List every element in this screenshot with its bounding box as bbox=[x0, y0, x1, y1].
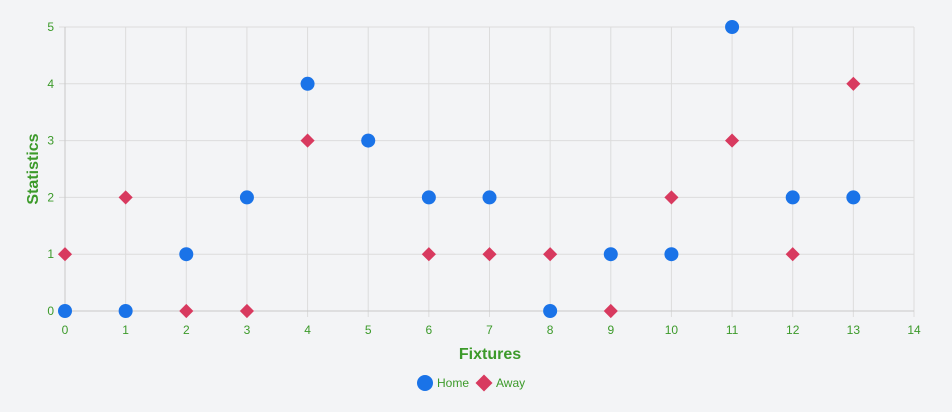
away-point[interactable] bbox=[118, 190, 133, 205]
legend-away-swatch bbox=[475, 374, 493, 392]
data-marks bbox=[57, 20, 861, 319]
x-tick-labels: 0 1 2 3 4 5 6 7 8 9 10 11 12 13 14 bbox=[62, 323, 921, 337]
x-tick-label: 1 bbox=[122, 323, 129, 337]
x-tick-label: 0 bbox=[62, 323, 69, 337]
legend-home-label: Home bbox=[437, 376, 469, 390]
y-tick-label: 3 bbox=[47, 134, 54, 148]
away-point[interactable] bbox=[846, 76, 861, 91]
y-tick-label: 2 bbox=[47, 190, 54, 204]
y-tick-label: 4 bbox=[47, 77, 54, 91]
x-tick-label: 7 bbox=[486, 323, 493, 337]
away-point[interactable] bbox=[482, 247, 497, 262]
x-tick-label: 12 bbox=[786, 323, 800, 337]
away-point[interactable] bbox=[179, 303, 194, 319]
x-tick-label: 14 bbox=[907, 323, 921, 337]
home-point[interactable] bbox=[543, 304, 558, 318]
away-point[interactable] bbox=[57, 247, 73, 262]
home-point[interactable] bbox=[664, 247, 679, 262]
away-point[interactable] bbox=[664, 190, 679, 205]
legend-item-home[interactable]: Home bbox=[417, 375, 469, 391]
y-tick-labels: 0 1 2 3 4 5 bbox=[47, 20, 54, 318]
grid bbox=[59, 26, 915, 317]
home-point[interactable] bbox=[482, 190, 497, 205]
away-point[interactable] bbox=[239, 303, 254, 319]
x-tick-label: 5 bbox=[365, 323, 372, 337]
home-point[interactable] bbox=[239, 190, 254, 205]
axes bbox=[64, 27, 914, 312]
y-tick-label: 1 bbox=[47, 247, 54, 261]
y-tick-label: 0 bbox=[47, 304, 54, 318]
x-tick-label: 9 bbox=[607, 323, 614, 337]
legend-away-label: Away bbox=[496, 376, 525, 390]
x-axis-title: Fixtures bbox=[459, 346, 521, 363]
legend: Home Away bbox=[417, 374, 526, 392]
x-tick-label: 3 bbox=[244, 323, 251, 337]
home-point[interactable] bbox=[179, 247, 194, 262]
home-point[interactable] bbox=[300, 76, 315, 91]
x-tick-label: 8 bbox=[547, 323, 554, 337]
x-tick-label: 4 bbox=[304, 323, 311, 337]
away-point[interactable] bbox=[725, 133, 740, 148]
x-tick-label: 10 bbox=[665, 323, 679, 337]
home-point[interactable] bbox=[421, 190, 436, 205]
away-point[interactable] bbox=[543, 247, 558, 262]
home-point[interactable] bbox=[58, 304, 72, 318]
home-point[interactable] bbox=[846, 190, 861, 205]
home-point[interactable] bbox=[725, 20, 740, 34]
legend-home-swatch bbox=[417, 375, 433, 391]
home-point[interactable] bbox=[361, 133, 376, 148]
y-axis-title: Statistics bbox=[25, 133, 42, 204]
home-point[interactable] bbox=[785, 190, 800, 205]
x-tick-label: 13 bbox=[847, 323, 861, 337]
home-point[interactable] bbox=[118, 304, 133, 318]
home-point[interactable] bbox=[603, 247, 618, 262]
x-tick-label: 2 bbox=[183, 323, 190, 337]
y-tick-label: 5 bbox=[47, 20, 54, 34]
x-tick-label: 6 bbox=[426, 323, 433, 337]
x-tick-label: 11 bbox=[726, 323, 739, 337]
legend-item-away[interactable]: Away bbox=[475, 374, 526, 392]
away-point[interactable] bbox=[603, 303, 618, 319]
away-point[interactable] bbox=[300, 133, 315, 148]
away-point[interactable] bbox=[421, 247, 436, 262]
away-point[interactable] bbox=[785, 247, 800, 262]
